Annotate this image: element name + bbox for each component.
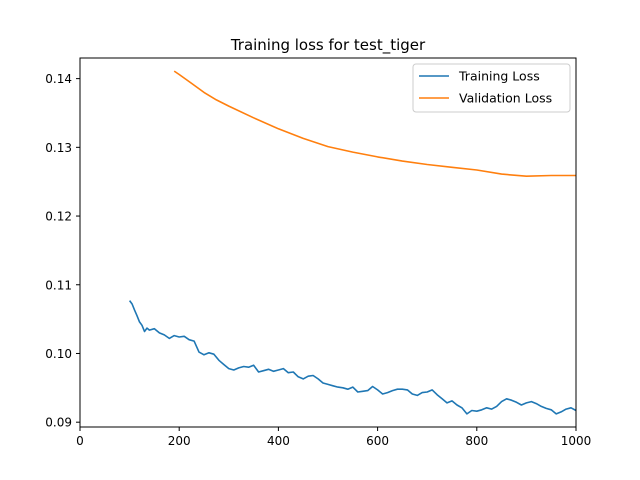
x-tick-label: 400 [267, 434, 290, 448]
x-tick-label: 0 [76, 434, 84, 448]
y-axis: 0.09 0.10 0.11 0.12 0.13 0.14 [45, 72, 80, 430]
series-line-training-loss [128, 300, 577, 415]
x-tick-label: 200 [168, 434, 191, 448]
x-tick-label: 600 [366, 434, 389, 448]
legend-label: Training Loss [458, 69, 540, 84]
legend-label: Validation Loss [459, 91, 552, 106]
y-tick-label: 0.11 [45, 278, 72, 292]
plot-area [128, 70, 577, 415]
y-tick-label: 0.13 [45, 141, 72, 155]
y-tick-label: 0.09 [45, 416, 72, 430]
axes-frame [79, 57, 577, 428]
y-tick-label: 0.12 [45, 210, 72, 224]
x-axis: 0 200 400 600 800 1000 [76, 427, 591, 448]
series-line-validation-loss [173, 70, 576, 177]
legend-box [412, 63, 571, 113]
legend: Training Loss Validation Loss [412, 63, 571, 113]
x-tick-label: 1000 [561, 434, 592, 448]
y-tick-label: 0.10 [45, 347, 72, 361]
chart-title: Training loss for test_tiger [230, 36, 426, 55]
x-tick-label: 800 [465, 434, 488, 448]
y-tick-label: 0.14 [45, 72, 72, 86]
